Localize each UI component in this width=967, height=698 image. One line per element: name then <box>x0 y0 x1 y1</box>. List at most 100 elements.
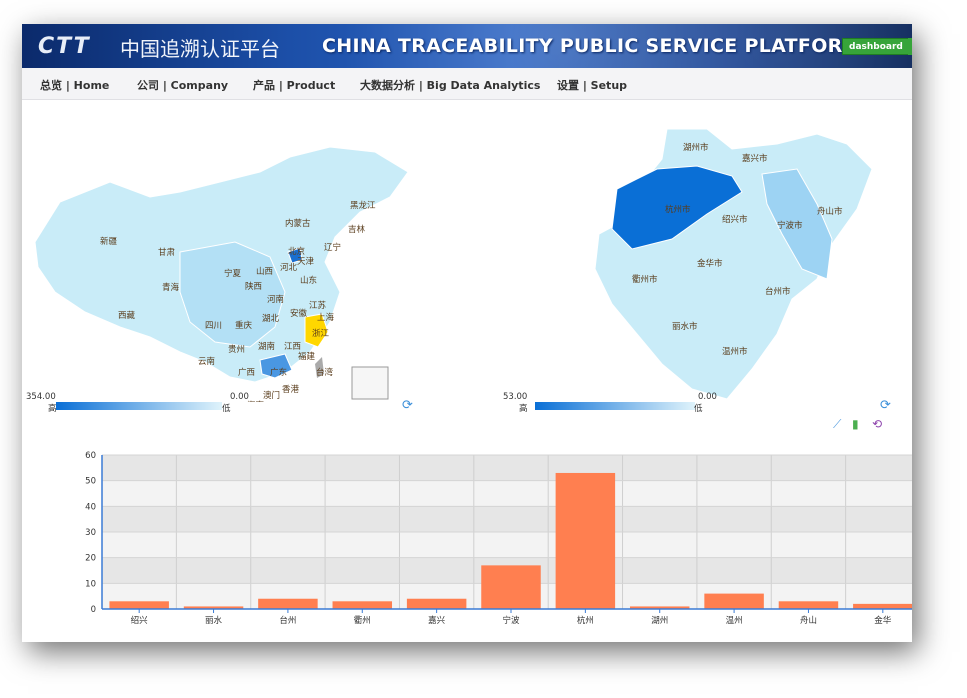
en-title: CHINA TRACEABILITY PUBLIC SERVICE PLATFO… <box>322 35 862 57</box>
bar-7[interactable] <box>629 606 690 609</box>
zj-label-8: 台州市 <box>765 286 791 297</box>
china-label-4: 内蒙古 <box>285 218 311 229</box>
china-label-30: 台湾 <box>316 367 334 378</box>
y-tick-1: 10 <box>85 579 96 589</box>
zj-label-0: 湖州市 <box>683 142 709 153</box>
china-label-18: 上海 <box>317 312 335 323</box>
x-tick-1: 丽水 <box>205 615 223 626</box>
bar-3[interactable] <box>332 601 393 609</box>
y-tick-2: 20 <box>85 554 96 564</box>
china-label-33: 海南 <box>247 400 264 402</box>
grid-band <box>102 480 912 507</box>
zhejiang-landmass[interactable] <box>594 128 873 400</box>
app-window: CTT 中国追溯认证平台 CHINA TRACEABILITY PUBLIC S… <box>22 24 912 642</box>
y-tick-0: 0 <box>91 605 96 615</box>
china-label-26: 福建 <box>298 351 316 362</box>
header-banner: CTT 中国追溯认证平台 CHINA TRACEABILITY PUBLIC S… <box>22 24 912 68</box>
ctt-logo: CTT <box>38 34 91 59</box>
china-label-7: 辽宁 <box>324 242 341 253</box>
bar-6[interactable] <box>555 472 616 609</box>
china-label-19: 四川 <box>205 321 222 331</box>
bar-10[interactable] <box>853 603 912 609</box>
nav-product[interactable]: 产品 | Product <box>253 79 336 92</box>
china-legend-min: 0.00 <box>230 392 249 402</box>
china-legend-low: 低 <box>222 404 231 414</box>
guangdong-province[interactable] <box>259 353 293 379</box>
china-label-3: 西藏 <box>118 310 136 321</box>
bar-chart-icon[interactable]: ▮ <box>852 417 859 431</box>
china-label-17: 安徽 <box>290 308 308 319</box>
bar-2[interactable] <box>258 598 318 609</box>
bar-8[interactable] <box>704 593 764 609</box>
bar-chart[interactable]: 0 10 20 30 40 50 60 绍兴 丽水 台州 衢州 嘉兴 宁波 杭州 湖州 温州 舟山 金华 <box>42 449 912 634</box>
china-label-9: 天津 <box>297 256 315 267</box>
zj-legend-low: 低 <box>694 404 703 414</box>
nav-home[interactable]: 总览 | Home <box>40 79 110 92</box>
x-tick-2: 台州 <box>279 615 296 626</box>
zj-label-5: 宁波市 <box>777 220 803 231</box>
china-label-8: 北京 <box>288 246 305 257</box>
refresh-icon[interactable]: ⟳ <box>402 398 413 413</box>
dashboard-button-2[interactable] <box>908 38 912 55</box>
zj-legend-max: 53.00 <box>503 392 528 402</box>
china-label-23: 贵州 <box>228 344 245 355</box>
south-china-sea-inset <box>351 366 389 400</box>
china-label-6: 吉林 <box>348 224 366 235</box>
china-label-0: 新疆 <box>100 236 118 247</box>
china-label-32: 澳门 <box>263 390 280 401</box>
x-tick-3: 衢州 <box>354 615 371 626</box>
china-label-24: 湖南 <box>258 341 275 352</box>
nav-big-data[interactable]: 大数据分析 | Big Data Analytics <box>360 79 541 92</box>
x-tick-6: 杭州 <box>577 615 594 626</box>
china-legend-high: 高 <box>48 404 57 414</box>
china-label-29: 广东 <box>270 367 287 378</box>
bar-0[interactable] <box>109 601 169 609</box>
bar-4[interactable] <box>406 598 467 609</box>
bar-9[interactable] <box>778 601 839 609</box>
china-label-12: 宁夏 <box>224 268 242 279</box>
central-provinces[interactable] <box>179 241 286 348</box>
nav-company[interactable]: 公司 | Company <box>137 79 229 92</box>
china-legend-bar[interactable] <box>56 402 222 410</box>
x-tick-10: 金华 <box>874 615 892 626</box>
beijing-province[interactable] <box>287 247 303 264</box>
nav-setup[interactable]: 设置 | Setup <box>557 79 628 92</box>
zhejiang-province[interactable] <box>304 313 329 348</box>
china-label-15: 河南 <box>267 294 284 305</box>
zj-refresh-icon[interactable]: ⟳ <box>880 398 891 413</box>
zj-label-1: 嘉兴市 <box>742 153 768 164</box>
ningbo-city[interactable] <box>761 168 833 280</box>
restore-icon[interactable]: ⟲ <box>872 417 883 431</box>
line-chart-icon[interactable]: ⟋ <box>833 417 842 431</box>
zj-label-4: 绍兴市 <box>722 214 748 225</box>
bar-5[interactable] <box>481 565 541 609</box>
dashboard-button[interactable]: dashboard <box>842 38 910 55</box>
grid-band <box>102 455 912 481</box>
zj-legend-bar[interactable] <box>535 402 695 410</box>
taiwan-province[interactable] <box>315 357 324 378</box>
hangzhou-city[interactable] <box>611 165 743 250</box>
china-label-28: 广西 <box>238 367 255 378</box>
bar-1[interactable] <box>183 606 244 609</box>
y-tick-6: 60 <box>85 451 96 461</box>
china-label-31: 香港 <box>282 384 300 395</box>
china-label-25: 江西 <box>284 342 301 352</box>
zj-legend-min: 0.00 <box>698 392 717 402</box>
x-tick-9: 舟山 <box>800 615 817 626</box>
x-tick-5: 宁波 <box>502 615 520 626</box>
x-tick-0: 绍兴 <box>131 615 149 626</box>
china-label-27: 云南 <box>198 356 215 367</box>
china-label-14: 山东 <box>300 275 317 286</box>
china-label-20: 重庆 <box>235 320 253 331</box>
china-label-11: 山西 <box>256 266 273 277</box>
main-nav: 总览 | Home 公司 | Company 产品 | Product 大数据分… <box>22 68 912 100</box>
zj-legend-high: 高 <box>519 404 528 414</box>
china-label-2: 青海 <box>162 282 180 293</box>
china-label-13: 陕西 <box>245 281 262 292</box>
cn-title: 中国追溯认证平台 <box>120 37 280 61</box>
zj-label-6: 金华市 <box>697 258 723 269</box>
x-tick-8: 温州 <box>726 615 743 626</box>
zj-label-2: 舟山市 <box>817 206 843 217</box>
